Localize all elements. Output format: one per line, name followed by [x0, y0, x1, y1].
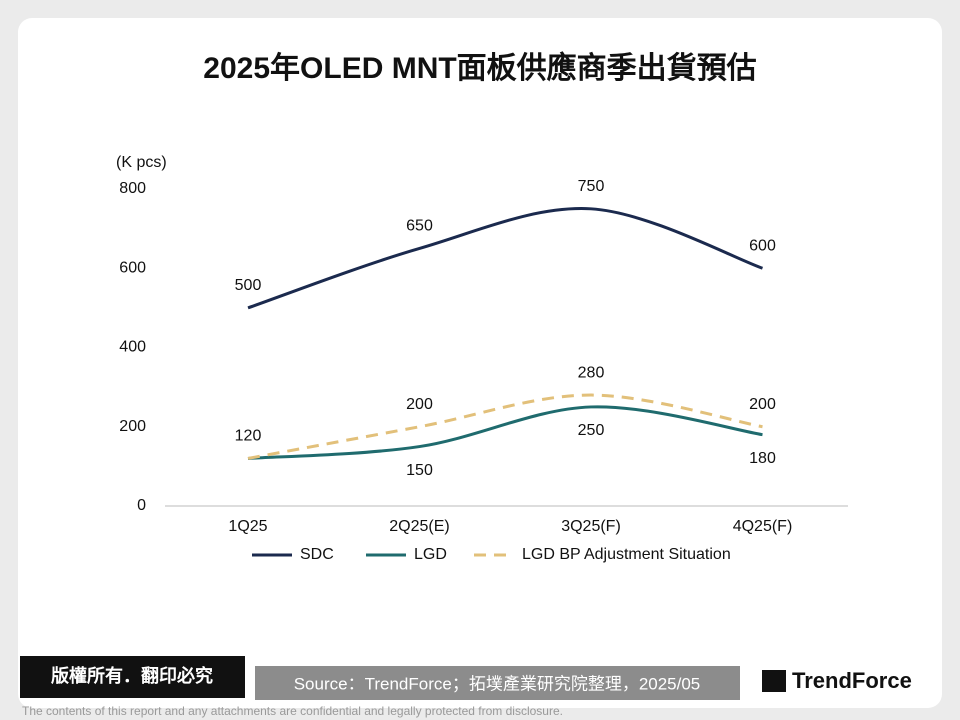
source: Source：TrendForce；拓墣產業研究院整理，2025/05 [294, 674, 701, 693]
logo-icon [762, 670, 786, 692]
card [18, 18, 942, 708]
data-label: 200 [406, 396, 433, 413]
data-label: 750 [578, 178, 605, 195]
legend-label: LGD BP Adjustment Situation [522, 546, 731, 563]
x-tick-label: 1Q25 [228, 518, 267, 535]
data-label: 180 [749, 450, 776, 467]
disclaimer: The contents of this report and any atta… [22, 704, 563, 718]
y-tick-label: 600 [119, 259, 146, 276]
data-label: 280 [578, 364, 605, 381]
series-line [247, 207, 763, 310]
data-label: 200 [749, 396, 776, 413]
data-label: 120 [235, 428, 262, 445]
data-label: 500 [235, 277, 262, 294]
legend-label: LGD [414, 546, 447, 563]
data-label: 150 [406, 462, 433, 479]
rights-box [20, 656, 245, 698]
y-tick-label: 200 [119, 418, 146, 435]
data-label: 250 [578, 422, 605, 439]
data-label: 600 [749, 237, 776, 254]
x-tick-label: 4Q25(F) [733, 518, 793, 535]
series-line [247, 393, 763, 460]
y-tick-label: 400 [119, 339, 146, 356]
source-box [255, 666, 740, 700]
y-tick-label: 800 [119, 180, 146, 197]
x-tick-label: 3Q25(F) [561, 518, 621, 535]
y-tick-label: 0 [137, 497, 146, 514]
chart-title: 2025年OLED MNT面板供應商季出貨預估 [203, 51, 756, 85]
data-label: 650 [406, 218, 433, 235]
series-line [247, 405, 763, 460]
x-tick-label: 2Q25(E) [389, 518, 449, 535]
rights: 版權所有．翻印必究 [51, 665, 213, 686]
y-axis-label: (K pcs) [116, 154, 167, 171]
legend-label: SDC [300, 546, 334, 563]
logo: TrendForce [792, 668, 912, 693]
